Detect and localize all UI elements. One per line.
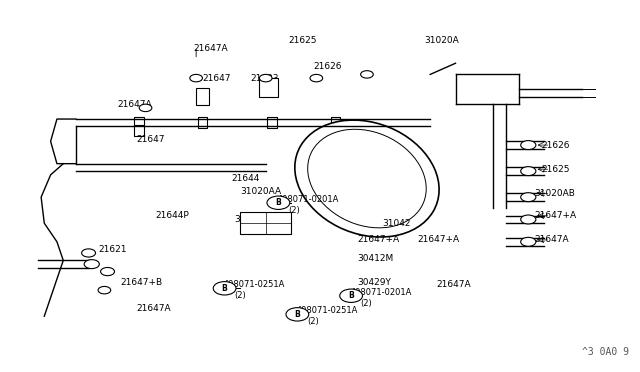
Text: 21644P: 21644P — [155, 211, 189, 220]
Text: 21647+B: 21647+B — [120, 278, 163, 287]
Text: B: B — [275, 198, 281, 207]
Circle shape — [82, 249, 95, 257]
Text: 31020A: 31020A — [424, 36, 459, 45]
Text: 21625: 21625 — [288, 36, 316, 45]
Text: (2): (2) — [307, 317, 319, 326]
Text: °08071-0251A: °08071-0251A — [225, 280, 285, 289]
Text: B: B — [348, 291, 354, 300]
Circle shape — [139, 104, 152, 112]
FancyBboxPatch shape — [196, 89, 209, 105]
Circle shape — [213, 282, 236, 295]
Text: °08071-0251A: °08071-0251A — [298, 306, 358, 315]
Circle shape — [100, 267, 115, 276]
Text: 21647A: 21647A — [117, 100, 152, 109]
Text: B: B — [221, 284, 227, 293]
FancyBboxPatch shape — [268, 117, 276, 128]
FancyBboxPatch shape — [331, 117, 340, 128]
FancyBboxPatch shape — [259, 78, 278, 97]
Text: 21626: 21626 — [541, 141, 570, 150]
Circle shape — [267, 196, 290, 209]
Text: 31020AB: 31020AB — [534, 189, 575, 198]
Circle shape — [521, 193, 536, 202]
Text: (2): (2) — [360, 299, 372, 308]
Text: 31042: 31042 — [383, 219, 412, 228]
Circle shape — [190, 74, 202, 82]
Text: 30429Y: 30429Y — [358, 278, 391, 287]
Ellipse shape — [295, 120, 439, 237]
Text: 30429X: 30429X — [234, 215, 269, 224]
Circle shape — [521, 237, 536, 246]
Text: 21647A: 21647A — [193, 44, 228, 53]
Text: 21644: 21644 — [231, 174, 259, 183]
Text: 30412M: 30412M — [358, 254, 394, 263]
Text: (2): (2) — [288, 206, 300, 215]
FancyBboxPatch shape — [198, 117, 207, 128]
Circle shape — [521, 167, 536, 176]
Text: °08071-0201A: °08071-0201A — [351, 288, 412, 296]
FancyBboxPatch shape — [134, 117, 144, 128]
Text: (2): (2) — [234, 291, 246, 300]
Text: 21647+A: 21647+A — [417, 235, 460, 244]
FancyBboxPatch shape — [134, 125, 144, 136]
Circle shape — [310, 74, 323, 82]
Circle shape — [84, 260, 99, 269]
Text: 21647A: 21647A — [136, 304, 171, 313]
Text: 21647A: 21647A — [534, 235, 569, 244]
Text: 21647A: 21647A — [436, 280, 471, 289]
Text: 21625: 21625 — [541, 165, 570, 174]
Text: 31020AA: 31020AA — [241, 187, 282, 196]
Text: 21626: 21626 — [313, 62, 342, 71]
Text: 21647: 21647 — [136, 135, 164, 144]
Text: 21647+A: 21647+A — [358, 235, 399, 244]
Text: °08071-0201A: °08071-0201A — [278, 195, 339, 203]
Text: 21621: 21621 — [98, 245, 127, 254]
Circle shape — [360, 71, 373, 78]
Text: 21647: 21647 — [202, 74, 231, 83]
Text: 21623: 21623 — [250, 74, 278, 83]
Text: B: B — [294, 310, 300, 319]
Circle shape — [521, 141, 536, 150]
Text: ^3 0A0 9: ^3 0A0 9 — [582, 347, 629, 357]
Circle shape — [521, 215, 536, 224]
Text: 21647+A: 21647+A — [534, 211, 577, 220]
FancyBboxPatch shape — [241, 212, 291, 234]
Circle shape — [259, 74, 272, 82]
Circle shape — [98, 286, 111, 294]
Circle shape — [286, 308, 308, 321]
Circle shape — [340, 289, 362, 302]
